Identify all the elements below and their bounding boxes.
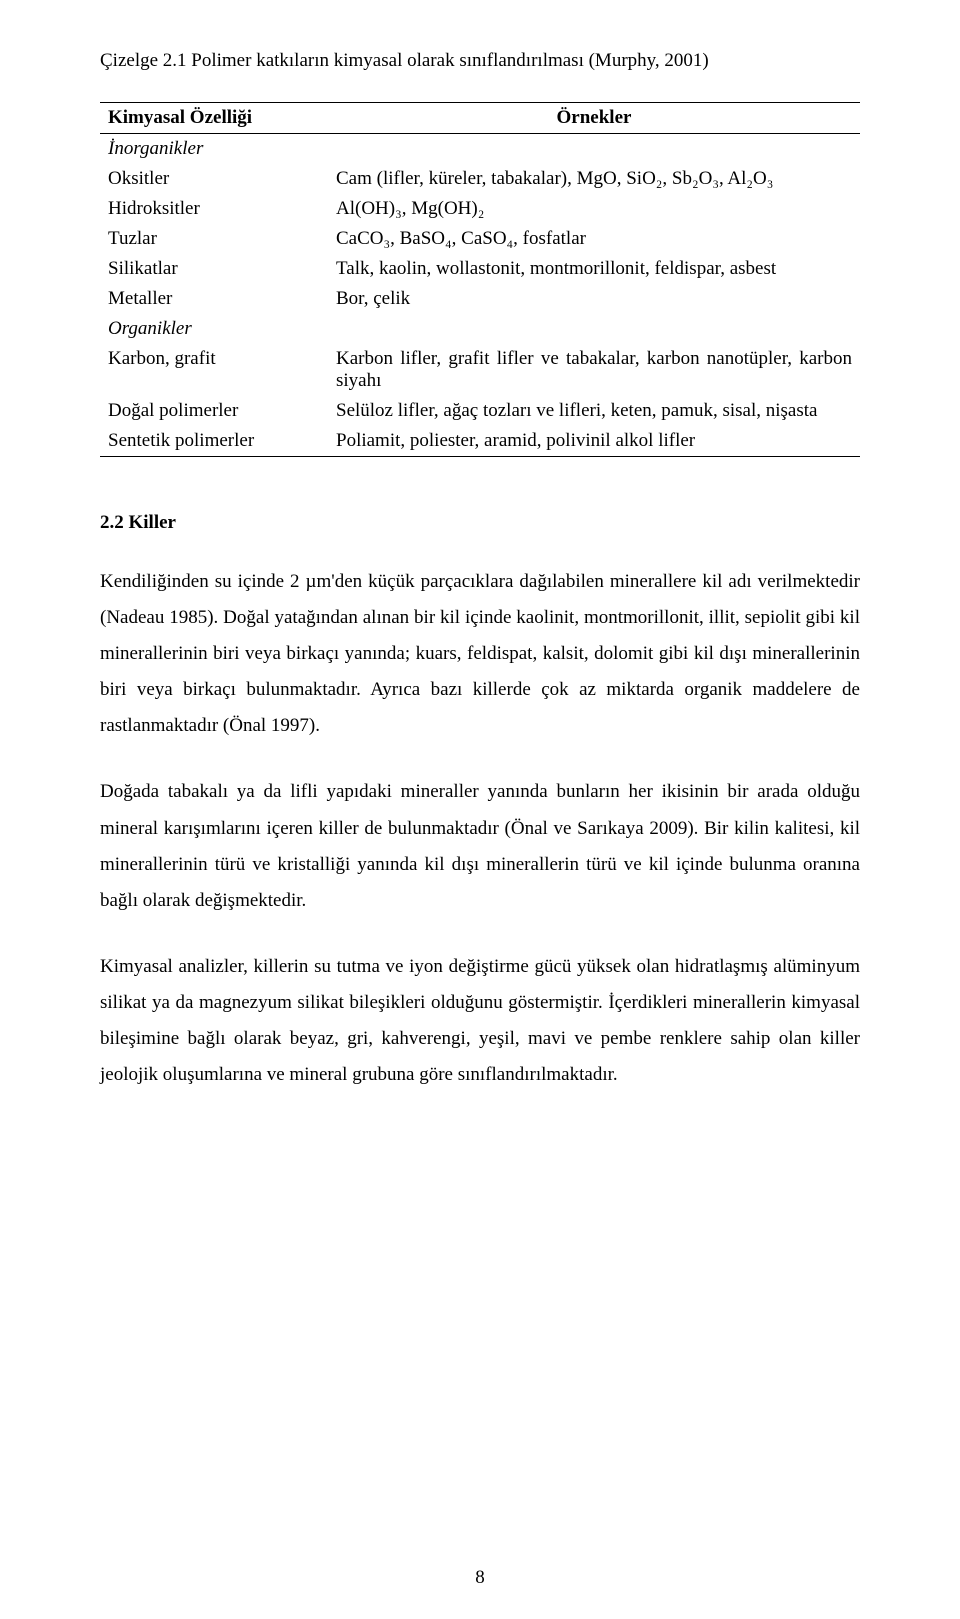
table-row-value: CaCO₃, BaSO₄, CaSO₄, fosfatlar <box>328 224 860 254</box>
table-row-label: Oksitler <box>100 164 328 194</box>
table-row-value: Poliamit, poliester, aramid, polivinil a… <box>328 426 860 457</box>
table-group-inorganic: İnorganikler <box>100 134 328 165</box>
table-row-label: Silikatlar <box>100 254 328 284</box>
paragraph: Doğada tabakalı ya da lifli yapıdaki min… <box>100 774 860 918</box>
table-cell <box>328 314 860 344</box>
table-caption: Çizelge 2.1 Polimer katkıların kimyasal … <box>100 50 860 72</box>
table-cell <box>328 134 860 165</box>
table-group-organic: Organikler <box>100 314 328 344</box>
table-row-value: Talk, kaolin, wollastonit, montmorilloni… <box>328 254 860 284</box>
polymer-table: Kimyasal Özelliği Örnekler İnorganikler … <box>100 102 860 457</box>
table-row-label: Metaller <box>100 284 328 314</box>
paragraph: Kimyasal analizler, killerin su tutma ve… <box>100 949 860 1093</box>
table-header-right: Örnekler <box>328 103 860 134</box>
paragraph: Kendiliğinden su içinde 2 µm'den küçük p… <box>100 564 860 744</box>
table-row-value: Bor, çelik <box>328 284 860 314</box>
table-row-label: Karbon, grafit <box>100 344 328 396</box>
table-row-value: Al(OH)₃, Mg(OH)₂ <box>328 194 860 224</box>
page: Çizelge 2.1 Polimer katkıların kimyasal … <box>0 0 960 1619</box>
page-number: 8 <box>0 1567 960 1589</box>
table-row-value: Selüloz lifler, ağaç tozları ve lifleri,… <box>328 396 860 426</box>
table-row-label: Tuzlar <box>100 224 328 254</box>
table-row-value: Cam (lifler, küreler, tabakalar), MgO, S… <box>328 164 860 194</box>
section-heading: 2.2 Killer <box>100 512 860 534</box>
table-row-value: Karbon lifler, grafit lifler ve tabakala… <box>328 344 860 396</box>
table-row-label: Hidroksitler <box>100 194 328 224</box>
table-header-left: Kimyasal Özelliği <box>100 103 328 134</box>
table-row-label: Doğal polimerler <box>100 396 328 426</box>
table-row-label: Sentetik polimerler <box>100 426 328 457</box>
